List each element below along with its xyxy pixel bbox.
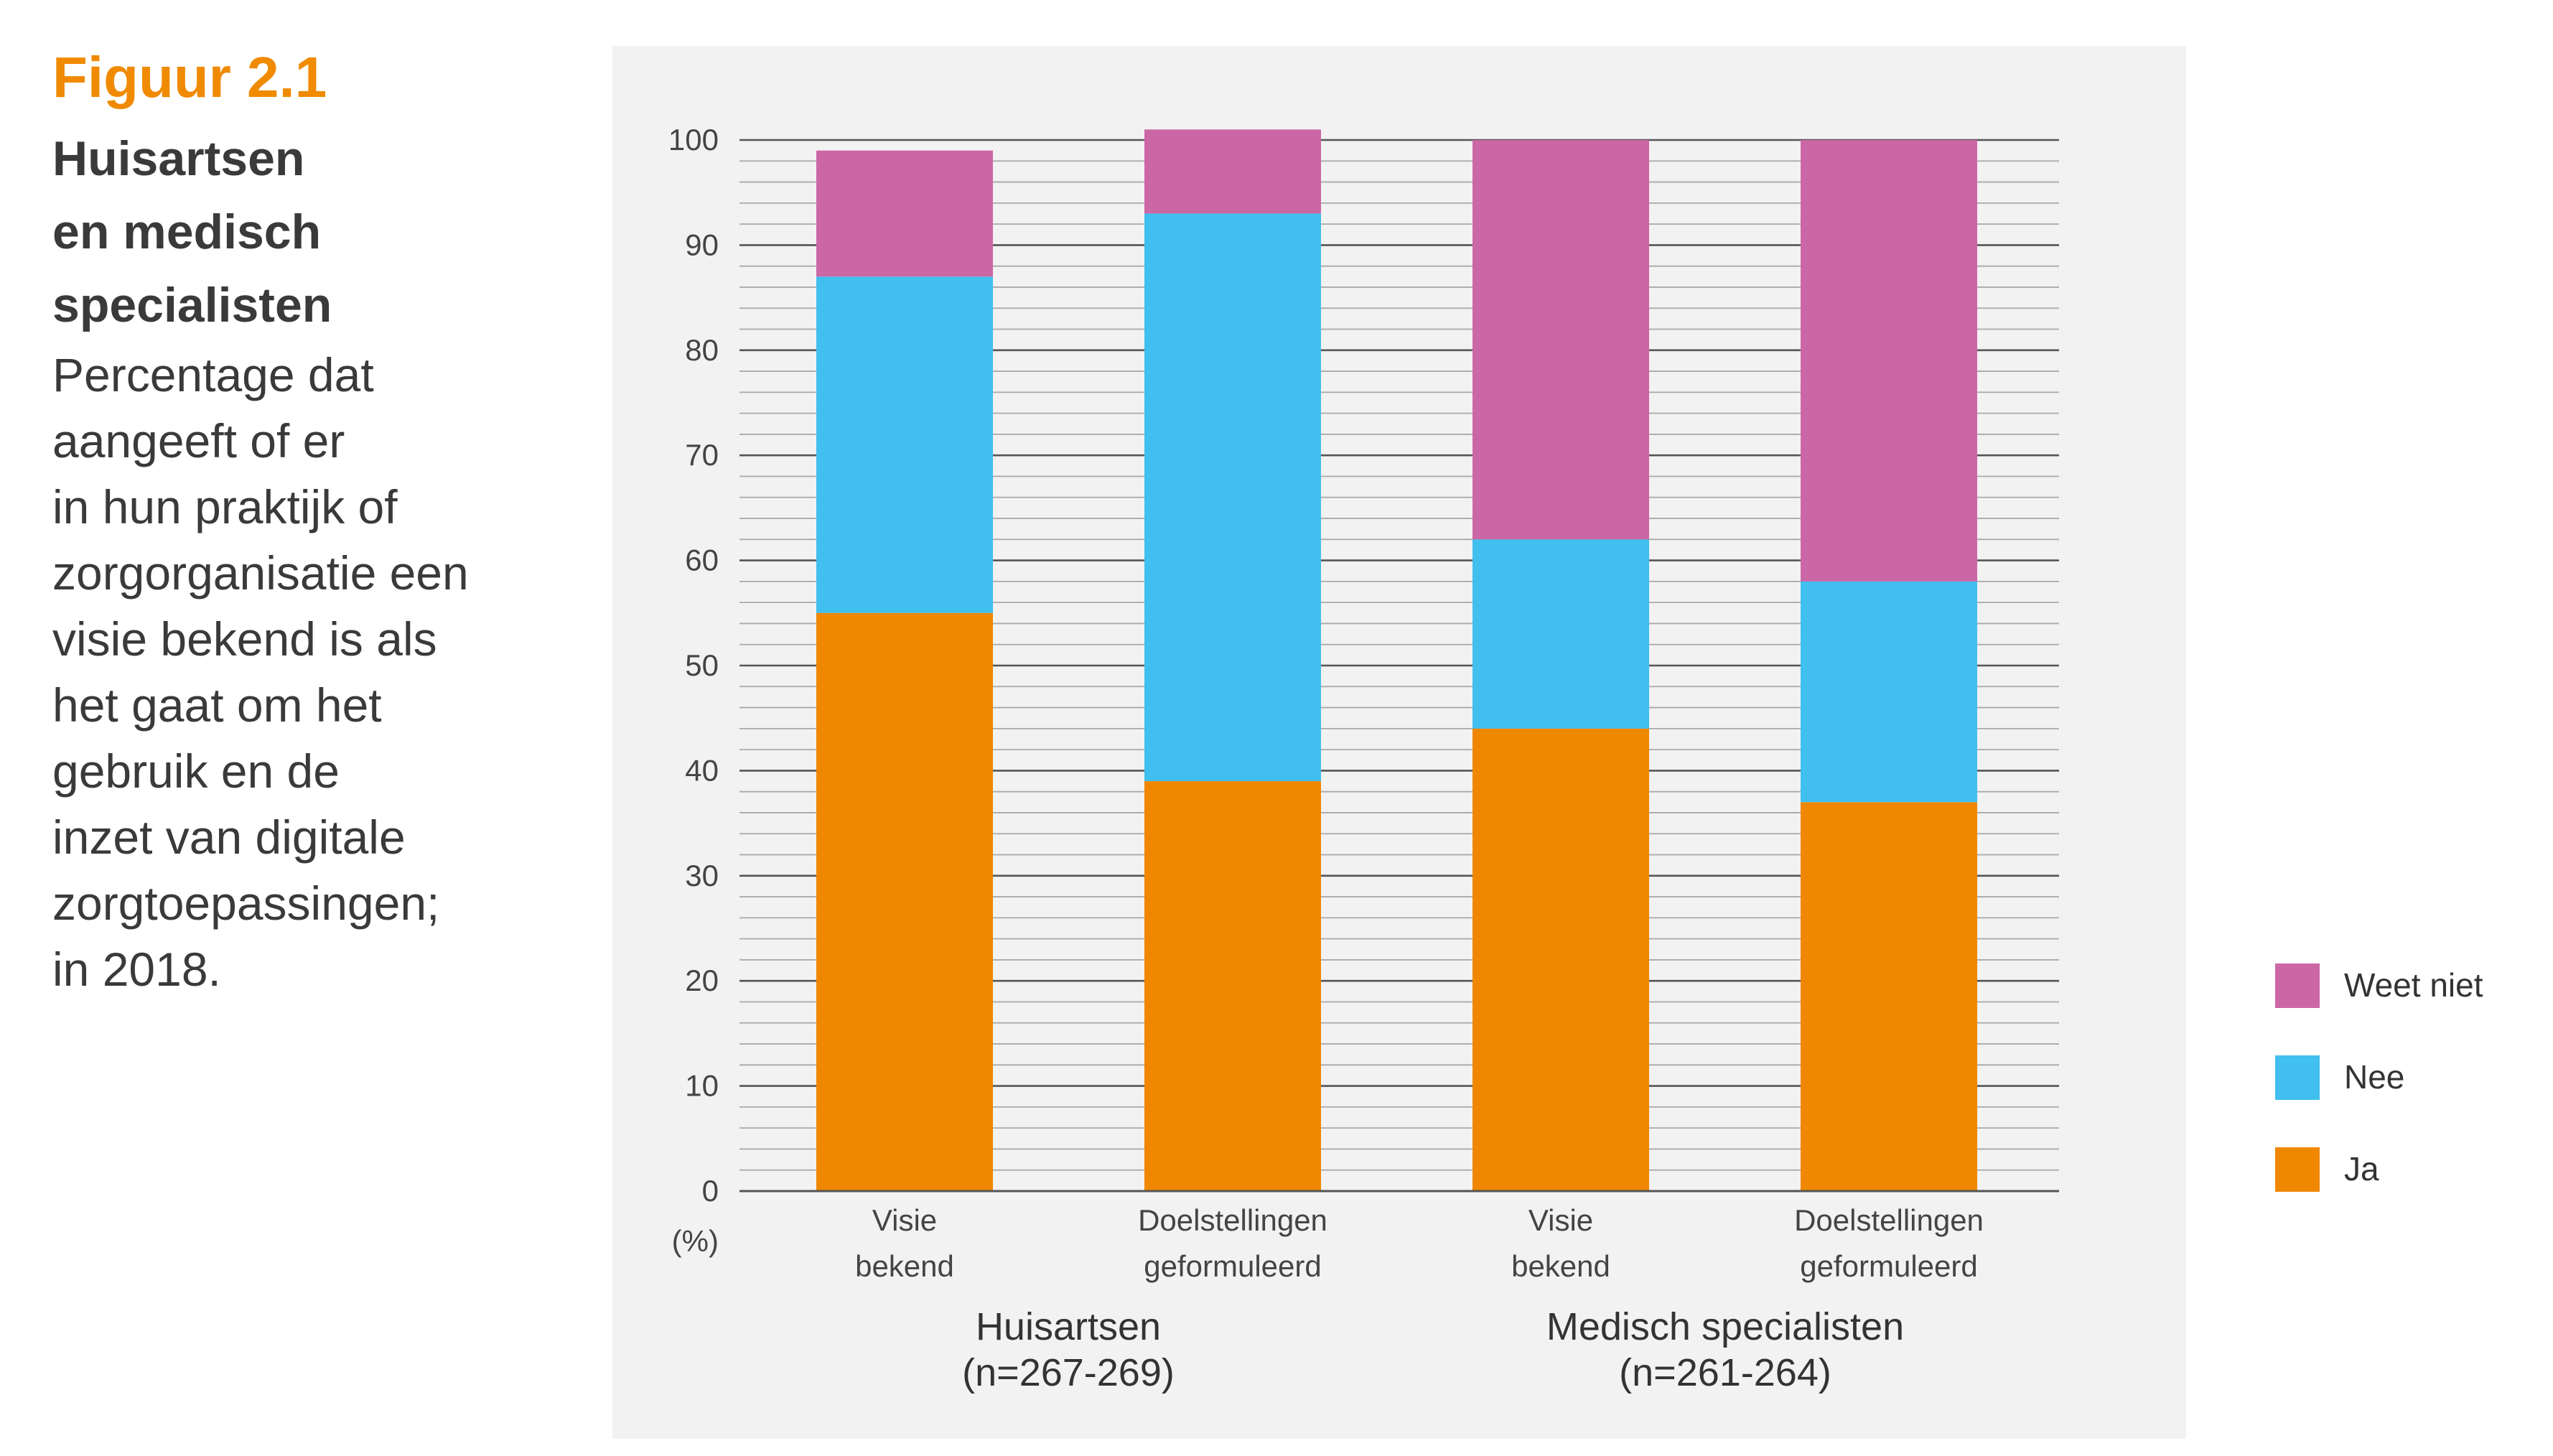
bar-segment-nee xyxy=(1472,539,1649,729)
figure-description-line: Percentage dat xyxy=(52,348,374,401)
legend-label: Weet niet xyxy=(2344,966,2483,1004)
figure-description-line: inzet van digitale xyxy=(52,811,406,864)
legend-swatch-ja xyxy=(2275,1147,2320,1192)
bar-segment-ja xyxy=(1144,781,1321,1191)
figure-label: Figuur 2.1 xyxy=(52,45,327,109)
figure-description-line: in 2018. xyxy=(52,943,221,996)
bar-segment-nee xyxy=(1144,213,1321,782)
legend-swatch-weet-niet xyxy=(2275,963,2320,1008)
bar-segment-ja xyxy=(1801,802,1977,1191)
figure-description-line: gebruik en de xyxy=(52,745,340,798)
y-tick-label: 0 xyxy=(702,1174,719,1208)
y-tick-label: 20 xyxy=(685,963,719,997)
group-sample-size: (n=261-264) xyxy=(1619,1351,1831,1394)
x-tick-label: Doelstellingen xyxy=(1138,1203,1327,1237)
figure-title-line: Huisartsen xyxy=(52,131,305,186)
figure-description: Percentage dat aangeeft of er in hun pra… xyxy=(52,342,555,1002)
bar-segment-nee xyxy=(816,276,993,613)
legend-label: Nee xyxy=(2344,1058,2404,1096)
y-axis-unit: (%) xyxy=(672,1224,719,1258)
x-tick-label: geformuleerd xyxy=(1144,1249,1321,1283)
y-tick-label: 30 xyxy=(685,859,719,892)
bar-segment-nee xyxy=(1801,581,1977,803)
figure-description-line: zorgorganisatie een xyxy=(52,546,469,599)
y-tick-label: 50 xyxy=(685,648,719,682)
group-label: Huisartsen xyxy=(976,1305,1161,1348)
y-tick-label: 100 xyxy=(668,123,719,157)
x-tick-label: bekend xyxy=(1511,1249,1610,1283)
group-label: Medisch specialisten xyxy=(1546,1305,1904,1348)
figure-description-line: zorgtoepassingen; xyxy=(52,877,440,930)
y-tick-label: 60 xyxy=(685,543,719,577)
x-tick-label: Visie xyxy=(1528,1203,1593,1237)
figure-description-line: visie bekend is als xyxy=(52,612,437,666)
bar-segment-weet-niet xyxy=(1801,140,1977,582)
y-tick-label: 40 xyxy=(685,753,719,787)
x-tick-label: Doelstellingen xyxy=(1794,1203,1984,1237)
legend-swatch-nee xyxy=(2275,1055,2320,1100)
y-tick-label: 70 xyxy=(685,438,719,472)
x-tick-label: geformuleerd xyxy=(1800,1249,1977,1283)
figure-description-line: in hun praktijk of xyxy=(52,480,398,533)
figure-description-line: het gaat om het xyxy=(52,678,382,732)
bar-segment-ja xyxy=(1472,728,1649,1191)
legend-label: Ja xyxy=(2344,1150,2379,1187)
bar-segment-ja xyxy=(816,612,993,1191)
bar-segment-weet-niet xyxy=(1472,140,1649,540)
x-tick-label: bekend xyxy=(855,1249,954,1283)
y-tick-label: 80 xyxy=(685,333,719,367)
y-tick-label: 10 xyxy=(685,1069,719,1103)
y-tick-label: 90 xyxy=(685,228,719,261)
figure-title-line: specialisten xyxy=(52,278,332,332)
figure-caption: Figuur 2.1 Huisartsen en medisch special… xyxy=(52,42,555,1002)
figure-title: Huisartsen en medisch specialisten xyxy=(52,122,555,342)
figure-description-line: aangeeft of er xyxy=(52,414,345,467)
group-sample-size: (n=267-269) xyxy=(962,1351,1175,1394)
bar-segment-weet-niet xyxy=(816,150,993,277)
bar-segment-weet-niet xyxy=(1144,129,1321,214)
figure-title-line: en medisch xyxy=(52,205,322,259)
x-tick-label: Visie xyxy=(872,1203,937,1237)
